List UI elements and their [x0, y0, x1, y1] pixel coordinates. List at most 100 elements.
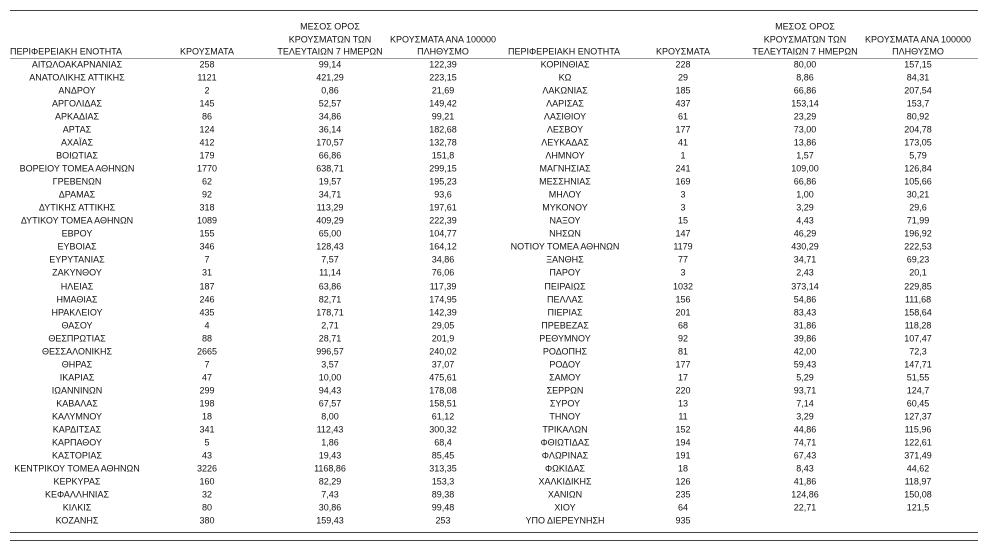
column-header: ΤΕΛΕΥΤΑΙΩΝ 7 ΗΜΕΡΩΝ — [752, 46, 858, 57]
table-cell: 3 — [680, 267, 686, 278]
region-name: ΝΟΤΙΟΥ ΤΟΜΕΑ ΑΘΗΝΩΝ — [510, 241, 620, 252]
region-name: ΙΚΑΡΙΑΣ — [59, 372, 95, 383]
table-cell: 30,86 — [318, 502, 342, 513]
table-cell: 122,39 — [429, 59, 457, 70]
table-cell: 32 — [201, 489, 213, 500]
region-name: ΠΙΕΡΙΑΣ — [547, 307, 583, 318]
table-cell: 112,43 — [316, 424, 344, 435]
table-cell: 2 — [204, 85, 210, 96]
table-cell: 258 — [199, 59, 215, 70]
table-cell: 62 — [201, 176, 213, 187]
table-cell: 64 — [677, 502, 689, 513]
table-cell: 157,15 — [904, 59, 932, 70]
table-cell: 638,71 — [316, 163, 344, 174]
table-cell: 153,3 — [431, 476, 455, 487]
table-cell: 150,08 — [904, 489, 932, 500]
table-cell: 177 — [675, 124, 691, 135]
region-name: ΣΕΡΡΩΝ — [546, 385, 584, 396]
table-cell: 207,54 — [904, 85, 932, 96]
region-name: ΑΡΓΟΛΙΔΑΣ — [52, 98, 102, 109]
table-cell: 39,86 — [793, 333, 817, 344]
table-cell: 46,29 — [793, 228, 817, 239]
region-name: ΚΕΦΑΛΛΗΝΙΑΣ — [44, 489, 110, 500]
region-name: ΑΝΑΤΟΛΙΚΗΣ ΑΤΤΙΚΗΣ — [29, 72, 125, 83]
table-cell: 2,43 — [796, 267, 814, 278]
region-name: ΡΟΔΟΠΗΣ — [542, 346, 588, 357]
region-name: ΙΩΑΝΝΙΝΩΝ — [51, 385, 103, 396]
region-name: ΗΡΑΚΛΕΙΟΥ — [51, 307, 103, 318]
region-name: ΘΗΡΑΣ — [61, 359, 93, 370]
table-cell: 156 — [675, 294, 691, 305]
table-cell: 222,53 — [904, 241, 932, 252]
table-cell: 220 — [675, 385, 691, 396]
table-cell: 29 — [677, 72, 689, 83]
table-cell: 235 — [675, 489, 691, 500]
table-cell: 145 — [199, 98, 215, 109]
region-name: ΚΑΛΥΜΝΟΥ — [51, 411, 103, 422]
region-name: ΛΑΣΙΘΙΟΥ — [543, 111, 587, 122]
region-name: ΝΑΞΟΥ — [549, 215, 581, 226]
region-name: ΧΑΛΚΙΔΙΚΗΣ — [538, 476, 592, 487]
table-cell: 15 — [677, 215, 689, 226]
table-cell: 160 — [199, 476, 215, 487]
region-name: ΥΠΟ ΔΙΕΡΕΥΝΗΣΗ — [525, 515, 605, 526]
table-cell: 86 — [201, 111, 213, 122]
table-cell: 85,45 — [431, 450, 455, 461]
region-name: ΚΕΡΚΥΡΑΣ — [53, 476, 101, 487]
table-cell: 92 — [201, 189, 213, 200]
table-cell: 72,3 — [909, 346, 927, 357]
region-name: ΜΗΛΟΥ — [548, 189, 582, 200]
region-name: ΠΑΡΟΥ — [549, 267, 581, 278]
region-name: ΣΥΡΟΥ — [549, 398, 581, 409]
region-name: ΑΡΤΑΣ — [62, 124, 92, 135]
table-cell: 7,14 — [796, 398, 814, 409]
region-name: ΠΡΕΒΕΖΑΣ — [541, 320, 589, 331]
table-cell: 81 — [677, 346, 689, 357]
table-cell: 73,00 — [793, 124, 817, 135]
region-name: ΚΑΡΔΙΤΣΑΣ — [52, 424, 102, 435]
table-cell: 437 — [675, 98, 691, 109]
region-name: ΤΗΝΟΥ — [549, 411, 581, 422]
region-name: ΗΛΕΙΑΣ — [60, 281, 94, 291]
table-cell: 126 — [675, 476, 691, 487]
region-name: ΝΗΣΩΝ — [549, 228, 581, 239]
table-cell: 1 — [680, 150, 686, 161]
table-cell: 7,57 — [321, 254, 339, 265]
table-cell: 3,29 — [796, 202, 814, 213]
region-name: ΡΕΘΥΜΝΟΥ — [539, 333, 591, 344]
region-name: ΔΥΤΙΚΗΣ ΑΤΤΙΚΗΣ — [38, 202, 116, 213]
table-cell: 66,86 — [793, 176, 817, 187]
column-header: ΠΕΡΙΦΕΡΕΙΑΚΗ ΕΝΟΤΗΤΑ — [10, 46, 123, 57]
table-cell: 132,78 — [429, 137, 457, 148]
table-cell: 34,86 — [431, 254, 455, 265]
table-cell: 198 — [199, 398, 215, 409]
region-name: ΦΘΙΩΤΙΔΑΣ — [540, 437, 590, 448]
table-cell: 124 — [199, 124, 215, 135]
table-cell: 63,86 — [318, 281, 342, 291]
table-cell: 10,00 — [318, 372, 342, 383]
table-cell: 430,29 — [791, 241, 819, 252]
table-cell: 11 — [678, 411, 688, 422]
table-cell: 246 — [199, 294, 215, 305]
region-name: ΣΑΜΟΥ — [549, 372, 581, 383]
region-name: ΚΕΝΤΡΙΚΟΥ ΤΟΜΕΑ ΑΘΗΝΩΝ — [14, 463, 140, 474]
region-name: ΦΩΚΙΔΑΣ — [545, 463, 585, 474]
table-cell: 19,57 — [318, 176, 342, 187]
table-cell: 8,00 — [321, 411, 339, 422]
table-cell: 373,14 — [791, 281, 819, 291]
region-name: ΚΟΡΙΝΘΙΑΣ — [540, 59, 590, 70]
table-cell: 147 — [675, 228, 691, 239]
region-name: ΤΡΙΚΑΛΩΝ — [542, 424, 588, 435]
table-cell: 155 — [199, 228, 215, 239]
table-cell: 94,43 — [318, 385, 342, 396]
table-cell: 113,29 — [316, 202, 344, 213]
table-cell: 66,86 — [793, 85, 817, 96]
region-name: ΜΥΚΟΝΟΥ — [542, 202, 588, 213]
region-name: ΕΥΒΟΙΑΣ — [57, 241, 97, 252]
region-name: ΞΑΝΘΗΣ — [546, 254, 584, 265]
table-cell: 164,12 — [429, 241, 457, 252]
table-cell: 178,71 — [316, 307, 344, 318]
table-cell: 346 — [199, 241, 215, 252]
table-cell: 89,38 — [431, 489, 455, 500]
